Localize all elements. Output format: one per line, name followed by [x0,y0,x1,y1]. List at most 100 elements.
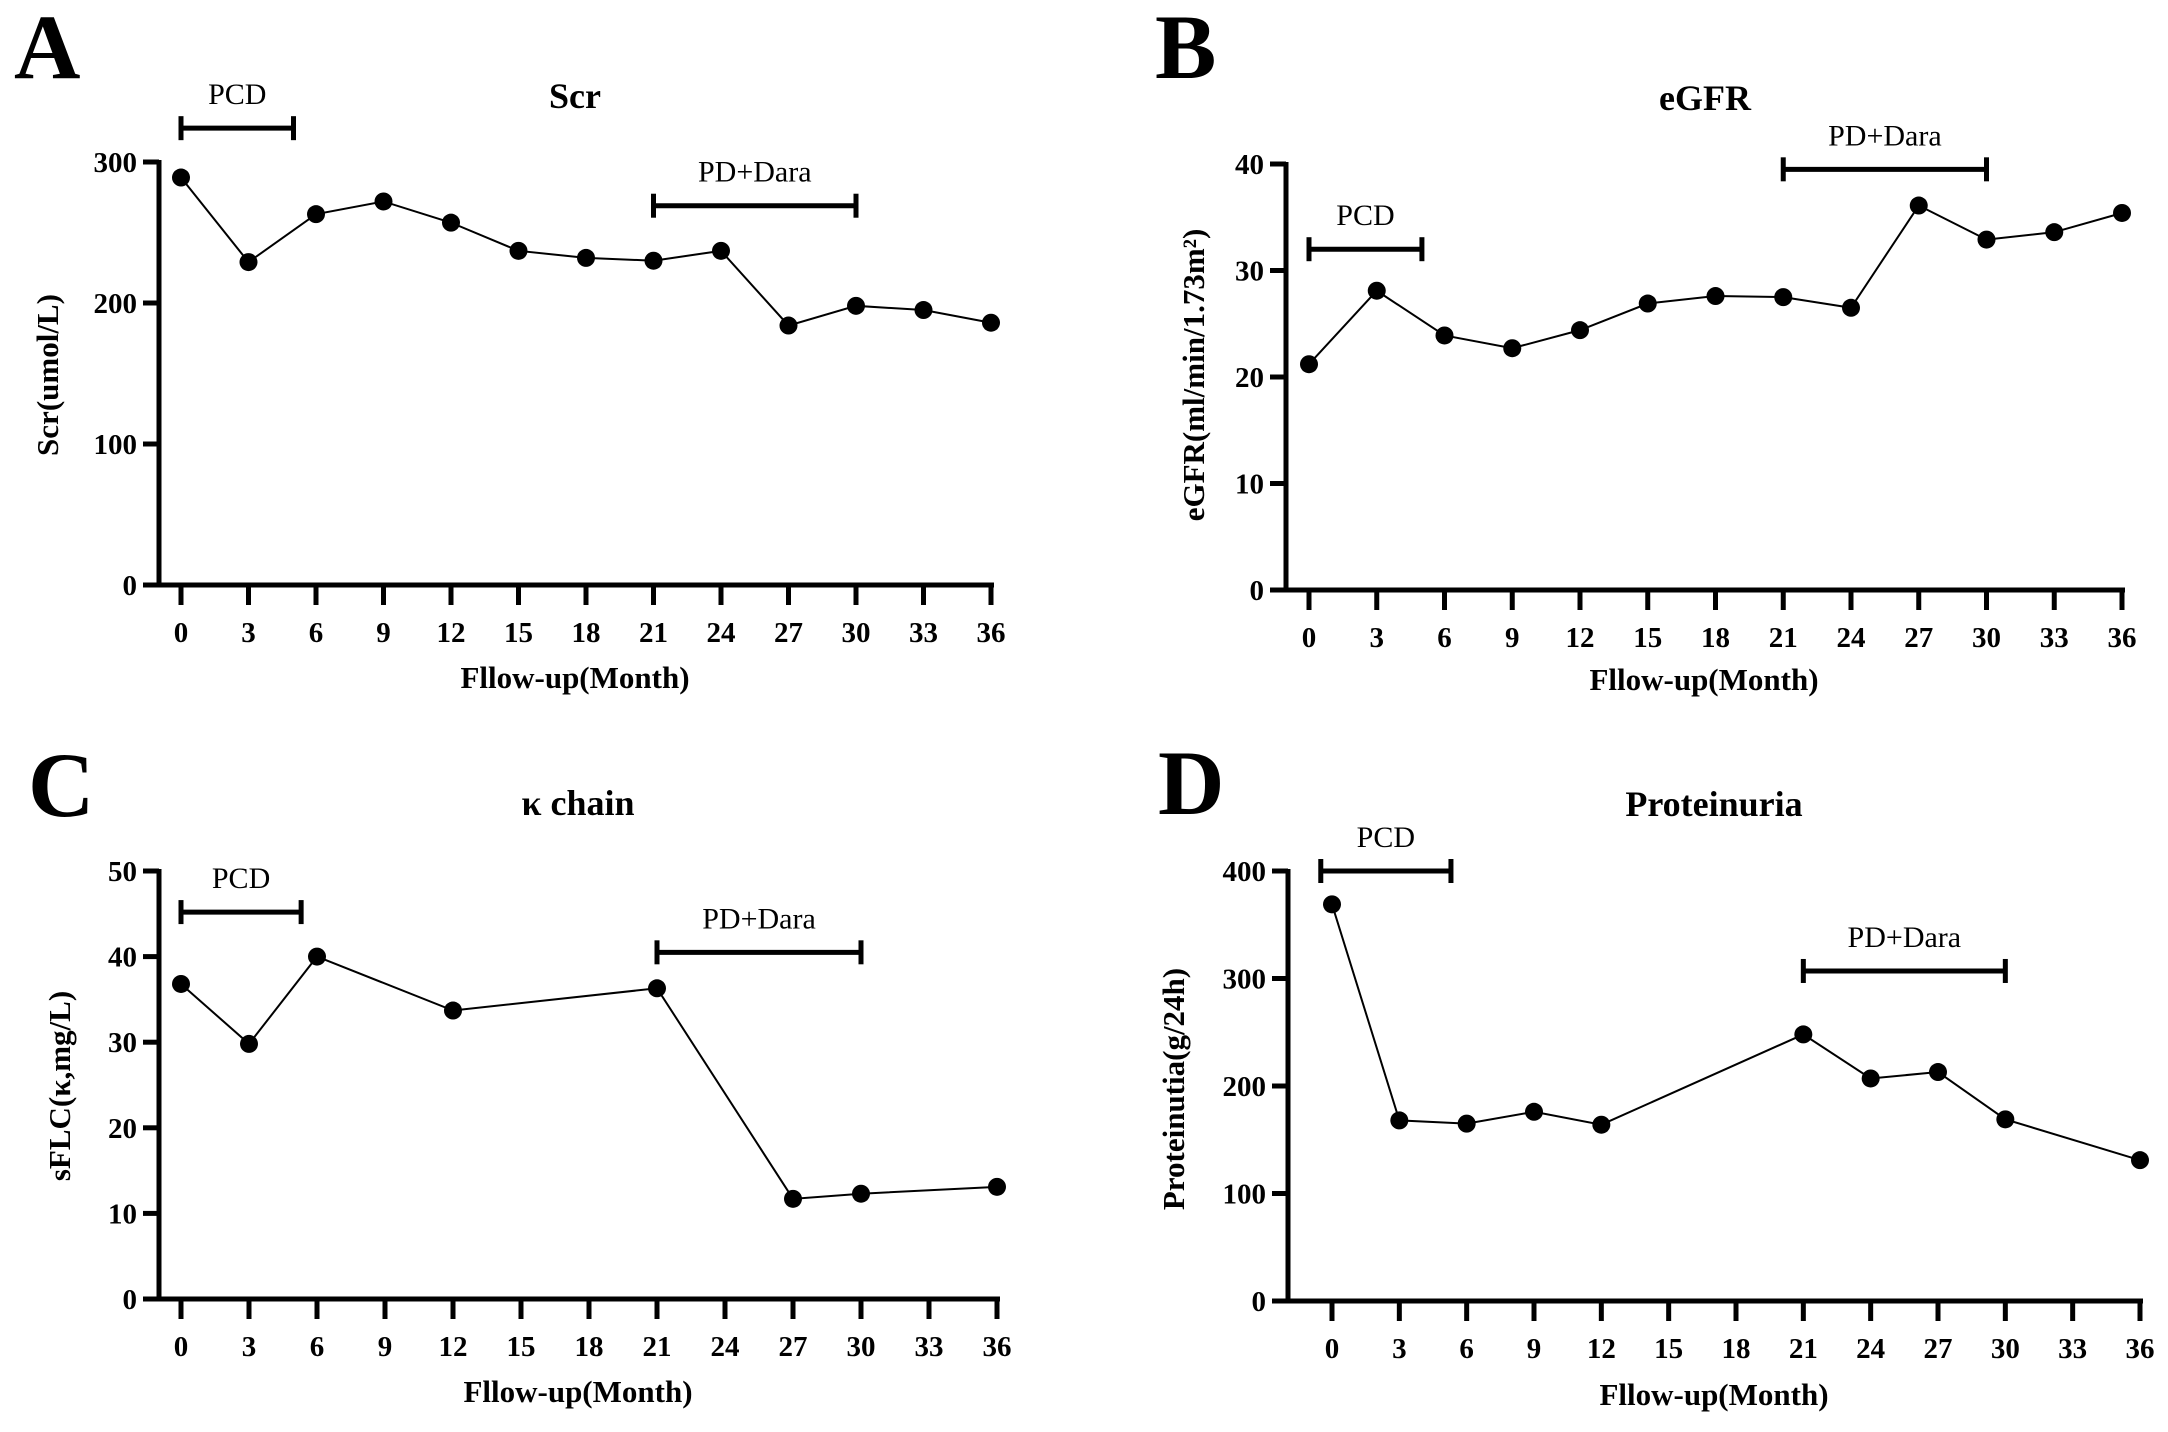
x-tick-label: 27 [774,617,803,649]
data-point [1457,1114,1476,1133]
x-tick-label: 33 [2058,1333,2087,1365]
x-tick-label: 6 [310,1331,325,1363]
x-tick-label: 9 [378,1331,393,1363]
data-point [1909,196,1928,215]
chart-title: κ chain [521,783,634,823]
data-point [442,213,460,232]
x-tick-label: 9 [376,617,391,649]
x-tick-label: 12 [1587,1333,1616,1365]
data-point [1592,1115,1611,1134]
x-tick-label: 12 [1566,622,1595,654]
x-tick-label: 36 [977,617,1006,649]
data-point [2113,203,2131,222]
data-point [2131,1151,2149,1170]
x-tick-label: 15 [1633,622,1662,654]
x-tick-label: 6 [1437,622,1452,654]
y-tick-label: 200 [94,288,138,320]
x-tick-label: 30 [1972,622,2001,654]
y-tick-label: 300 [94,147,138,179]
x-tick-label: 21 [643,1331,672,1363]
data-point [1929,1063,1947,1082]
x-tick-label: 24 [707,617,736,649]
panel-letter: B [1155,0,1216,98]
data-point [308,947,326,966]
x-tick-label: 27 [1904,622,1933,654]
chart-title: Scr [549,76,601,116]
data-point [509,241,528,260]
y-tick-label: 0 [1252,1286,1267,1318]
data-point [914,301,933,320]
x-tick-label: 3 [1392,1333,1407,1365]
x-tick-label: 24 [711,1331,740,1363]
data-point [1861,1069,1880,1088]
x-tick-label: 33 [909,617,938,649]
x-tick-label: 21 [1769,622,1798,654]
data-point [1300,355,1318,374]
data-point [172,168,190,187]
x-tick-label: 30 [847,1331,876,1363]
treatment-label: PD+Dara [1828,119,1942,152]
x-tick-label: 27 [779,1331,808,1363]
y-axis-label: sFLC(κ,mg/L) [42,991,77,1181]
x-tick-label: 33 [2040,622,2069,654]
data-point [444,1001,462,1020]
x-tick-label: 21 [1789,1333,1818,1365]
data-point [847,296,865,315]
x-tick-label: 0 [1302,622,1317,654]
treatment-label: PCD [208,78,266,111]
panel-d: D Proteinuria Fllow-up(Month) Proteinutia(g… [1156,732,2155,1412]
x-tick-label: 15 [507,1331,536,1363]
y-tick-label: 100 [1223,1179,1267,1211]
treatment-label: PCD [1357,821,1415,854]
y-tick-label: 50 [108,856,137,888]
y-tick-label: 300 [1223,964,1267,996]
data-point [1525,1102,1543,1121]
y-tick-label: 10 [108,1198,137,1230]
x-tick-label: 6 [1459,1333,1474,1365]
y-axis-label: Proteinutia(g/24h) [1156,968,1191,1210]
x-tick-label: 12 [439,1331,468,1363]
y-tick-label: 0 [123,1284,138,1316]
x-tick-label: 18 [1701,622,1730,654]
data-point [172,974,190,993]
x-tick-label: 27 [1924,1333,1953,1365]
data-point [307,205,325,224]
y-axis-label: Scr(umol/L) [30,294,65,456]
data-point [374,192,393,211]
data-point [982,313,1000,332]
x-tick-label: 9 [1505,622,1520,654]
data-point [1435,326,1454,345]
data-point [1571,321,1589,340]
y-tick-label: 30 [1235,256,1264,288]
x-tick-label: 18 [572,617,601,649]
data-point [644,251,663,270]
data-point [1503,339,1522,358]
data-point [1977,230,1996,249]
data-point [1996,1110,2015,1129]
x-tick-label: 33 [915,1331,944,1363]
panel-a: A ScrFllow-up(Month)Scr(umol/L)0100200300… [14,0,1006,695]
data-point [852,1184,870,1203]
x-tick-label: 18 [575,1331,604,1363]
data-point [239,253,258,272]
x-tick-label: 0 [174,1331,189,1363]
treatment-label: PD+Dara [1848,921,1962,954]
x-tick-label: 15 [1654,1333,1683,1365]
panel-letter: D [1158,732,1224,834]
data-point [577,248,595,267]
x-tick-label: 0 [174,617,189,649]
x-tick-label: 24 [1837,622,1866,654]
x-tick-label: 18 [1722,1333,1751,1365]
x-tick-label: 6 [309,617,324,649]
x-tick-label: 30 [1991,1333,2020,1365]
data-point [784,1189,802,1208]
data-point [2045,223,2064,242]
x-tick-label: 21 [639,617,668,649]
x-tick-label: 3 [242,1331,257,1363]
y-tick-label: 100 [94,429,138,461]
data-point [988,1177,1006,1196]
